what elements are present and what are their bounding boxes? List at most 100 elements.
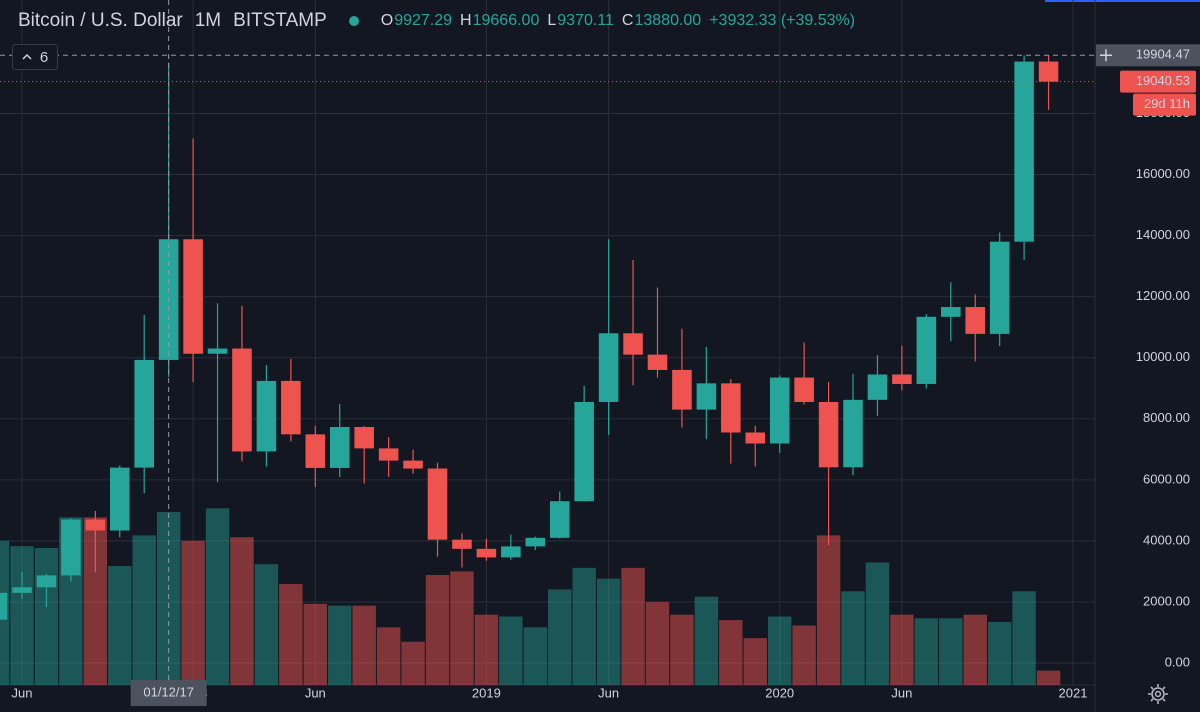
- candle-body: [1014, 61, 1034, 242]
- legend-key: L: [547, 12, 557, 29]
- y-tick-label: 2000.00: [1143, 593, 1190, 608]
- y-tick-label: 8000.00: [1143, 410, 1190, 425]
- candle-body: [696, 383, 717, 410]
- y-tick-label: 0.00: [1165, 654, 1190, 669]
- volume-bar: [572, 567, 596, 685]
- legend-value: 9370.11: [557, 12, 614, 29]
- volume-bar: [181, 540, 205, 685]
- volume-bar: [1012, 591, 1036, 685]
- candle-body: [843, 399, 863, 468]
- x-tick-label: 2019: [472, 685, 501, 700]
- candle-body: [378, 448, 399, 461]
- volume-bar: [792, 625, 816, 685]
- volume-bar: [34, 548, 59, 685]
- volume-bar: [523, 627, 547, 685]
- volume-bar: [230, 537, 254, 685]
- candle-body: [134, 359, 154, 468]
- ohlc-legend: O 9927.29 H 19666.00 L 9370.11 C 13880.00: [381, 12, 709, 30]
- volume-bar: [548, 589, 572, 685]
- candle-body: [207, 348, 228, 354]
- volume-bar: [865, 562, 890, 685]
- candle-body: [501, 546, 521, 558]
- candle-body: [85, 519, 106, 531]
- volume-bar: [376, 627, 401, 685]
- last-price-box: [1120, 70, 1196, 93]
- status-dot: [348, 16, 359, 26]
- countdown-box: [1133, 93, 1196, 116]
- candle-body: [525, 537, 546, 547]
- candle-body: [183, 239, 203, 354]
- candle-body: [794, 377, 814, 402]
- volume-bar: [621, 567, 645, 685]
- y-tick-label: 10000.00: [1136, 349, 1190, 364]
- volume-bar: [132, 535, 156, 685]
- crosshair-date-box: [130, 680, 207, 706]
- volume-bar: [401, 641, 425, 685]
- symbol-header: Bitcoin / U.S. Dollar 1M BITSTAMP O 9927.…: [18, 10, 863, 32]
- candle-body: [281, 380, 301, 435]
- crosshair-price-box: [1096, 44, 1200, 67]
- volume-bar: [719, 620, 743, 685]
- candle-body: [941, 307, 961, 317]
- candle-body: [403, 460, 423, 469]
- candle-body: [549, 501, 570, 538]
- candle-body: [36, 575, 57, 588]
- volume-bar: [743, 638, 767, 685]
- last-price: 19040.53: [1136, 73, 1190, 88]
- volume-bar: [939, 618, 963, 685]
- legend-value: 13880.00: [634, 12, 702, 29]
- countdown: 29d 11h: [1144, 96, 1190, 111]
- volume-bar: [987, 621, 1012, 685]
- volume-bar: [83, 517, 108, 685]
- candle-body: [892, 374, 912, 384]
- volume-bar: [352, 605, 376, 685]
- candle-body: [476, 548, 497, 558]
- candle-body: [256, 380, 277, 452]
- interval[interactable]: 1M: [194, 10, 222, 31]
- candle-body: [769, 377, 790, 444]
- legend-value: 19666.00: [472, 12, 540, 29]
- candle-body: [623, 333, 643, 355]
- candle-body: [452, 539, 472, 549]
- candle-body: [12, 587, 32, 593]
- volume-bar: [279, 584, 303, 685]
- y-tick-label: 6000.00: [1143, 471, 1190, 486]
- x-tick-label: 2020: [765, 685, 794, 700]
- candle-body: [354, 427, 374, 449]
- candle-body: [305, 434, 326, 468]
- volume-bar: [303, 603, 328, 685]
- indicators-count: 6: [39, 48, 49, 66]
- volume-bar: [963, 614, 987, 685]
- candle-body: [989, 241, 1010, 334]
- candle-body: [721, 383, 741, 433]
- candle-body: [867, 374, 888, 400]
- volume-bar: [596, 578, 621, 685]
- candle-body: [574, 401, 594, 502]
- x-tick-label: Jun: [12, 685, 33, 700]
- volume-bar: [914, 618, 939, 685]
- y-tick-label: 4000.00: [1143, 532, 1190, 547]
- plus-icon[interactable]: [1100, 49, 1112, 62]
- candle-body: [598, 333, 619, 402]
- volume-bar: [841, 591, 865, 685]
- candle-body: [0, 592, 8, 620]
- x-tick-label: 2021: [1059, 685, 1088, 700]
- symbol-title[interactable]: Bitcoin / U.S. Dollar: [18, 10, 183, 31]
- volume-bar: [474, 614, 499, 685]
- volume-bar: [425, 575, 450, 685]
- volume-bar: [767, 616, 792, 685]
- y-tick-label: 16000.00: [1136, 166, 1190, 181]
- candle-body: [916, 316, 937, 384]
- legend-key: H: [460, 12, 472, 29]
- volume-bar: [254, 564, 279, 685]
- volume-bar: [108, 566, 132, 685]
- crosshair-date: 01/12/17: [143, 684, 194, 699]
- chevron: [22, 53, 32, 60]
- candle-body: [745, 432, 766, 444]
- settings-icon[interactable]: [1148, 684, 1168, 704]
- x-tick-label: Jun: [598, 685, 619, 700]
- indicators-toggle[interactable]: 6: [12, 44, 58, 70]
- candle-body: [427, 468, 448, 540]
- crosshair-price: 19904.47: [1136, 47, 1190, 62]
